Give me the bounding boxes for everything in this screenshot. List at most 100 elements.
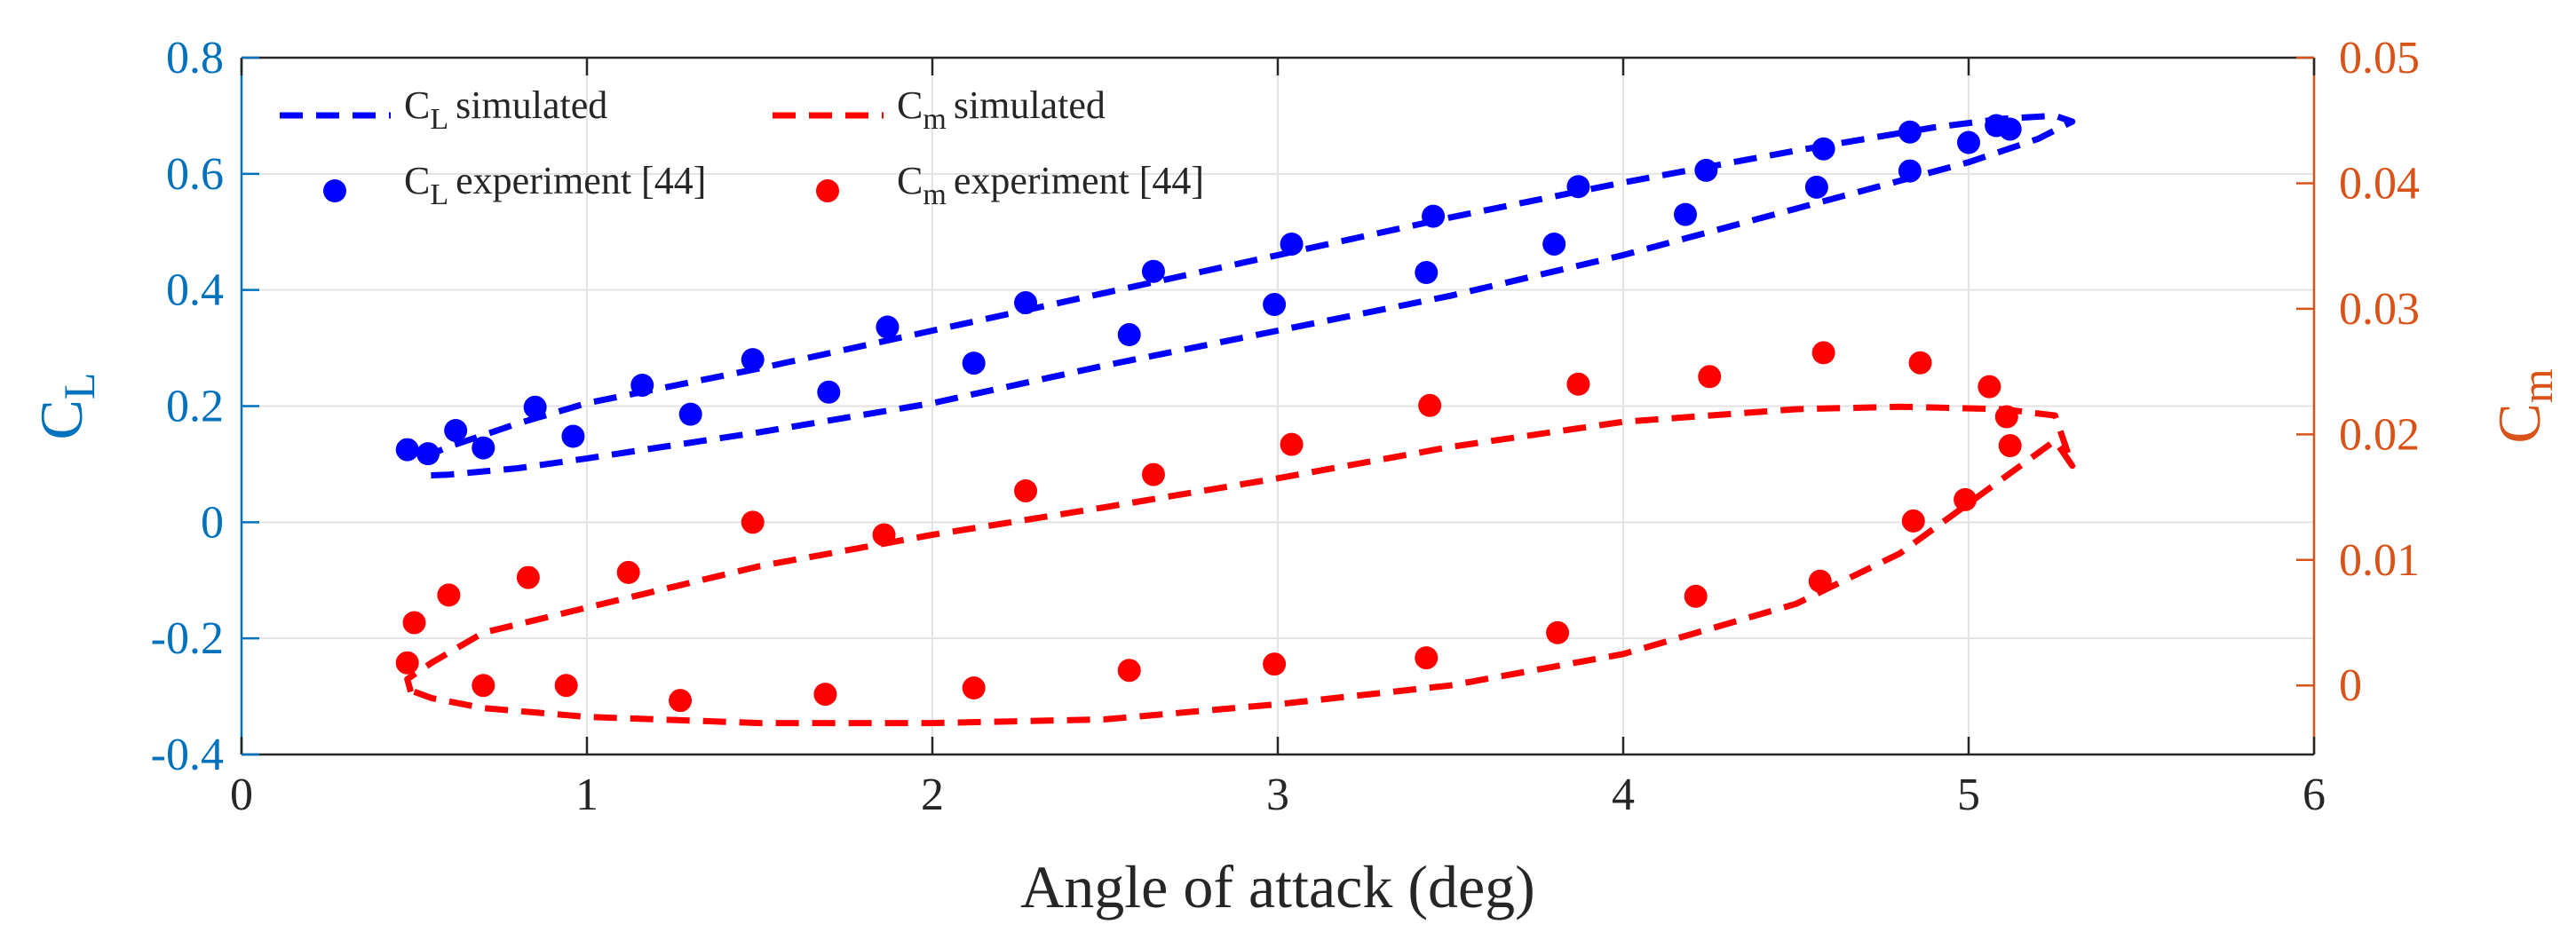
data-point [876,315,900,339]
data-point [817,380,841,404]
data-point [1014,478,1038,502]
data-point [554,674,578,698]
data-point [472,674,495,698]
x-tick-label: 3 [1266,770,1289,820]
y-left-axis-title-sub: L [54,373,104,400]
data-point [616,560,640,584]
data-point [395,438,419,462]
y-left-tick-label: 0.4 [166,265,224,316]
x-tick-label: 1 [575,770,598,820]
data-point [1978,375,2001,399]
legend-label-rest: simulated [954,83,1106,127]
y-right-tick-label: 0 [2339,660,2362,711]
data-point [1141,462,1165,486]
legend-label-rest: simulated [456,83,607,127]
data-point [1117,323,1141,347]
y-right-tick-label: 0.04 [2339,158,2420,209]
data-point [1811,341,1835,365]
legend-marker-sample [816,179,839,202]
legend-label: Cm simulated [897,83,1106,136]
data-point [1898,120,1922,144]
y-left-axis-title: CL [28,373,104,440]
y-left-tick-label: 0.6 [166,149,224,200]
data-point [1422,204,1446,228]
data-point [1898,159,1922,183]
legend-label-main: C [404,159,430,202]
data-point [1263,652,1287,676]
data-point [1117,659,1141,683]
y-left-axis-title-main: C [28,399,95,439]
series-layer [395,112,2076,727]
y-right-axis-title-main: C [2485,403,2553,443]
data-point [1415,261,1439,285]
data-point [1546,620,1570,644]
data-point [1998,117,2022,141]
data-point [741,348,765,372]
data-point [1566,175,1590,199]
y-right-axis-title-text: Cm [2485,368,2562,443]
y-left-tick-label: -0.4 [151,730,224,780]
y-left-tick-label: 0.2 [166,382,224,432]
data-point [1808,569,1832,593]
data-point [1418,393,1442,417]
data-point [1804,175,1828,199]
data-point [1415,646,1439,670]
data-point [1280,232,1304,256]
y-right-tick-label: 0.02 [2339,409,2420,460]
data-point [1674,202,1698,226]
data-point [741,510,765,534]
y-right-tick-label: 0.03 [2339,284,2420,335]
data-point [516,565,540,589]
data-point [813,683,837,707]
x-tick-label: 6 [2303,770,2326,820]
data-point [416,442,440,466]
legend-label-sub: L [430,178,448,211]
legend-label-sub: m [923,178,946,211]
legend-label-main: C [404,83,430,127]
data-point [523,395,547,419]
legend-label: CL experiment [44] [404,159,706,211]
data-point [472,436,495,460]
y-right-tick-label: 0.01 [2339,535,2420,586]
y-left-tick-label: 0 [201,497,224,548]
data-point [1014,291,1038,315]
data-point [1263,293,1287,317]
legend-label: CL simulated [404,83,607,136]
data-point [678,402,702,426]
legend-label-sub: L [430,103,448,136]
x-tick-label: 4 [1612,770,1635,820]
data-point [962,352,986,375]
y-left-tick-label: -0.2 [151,613,224,664]
data-point [1694,158,1718,182]
y-left-axis-title-text: CL [28,373,104,440]
data-point [1566,372,1590,396]
legend-label-rest: experiment [44] [954,159,1204,202]
legend-label-rest: experiment [44] [456,159,706,202]
data-point [1141,259,1165,283]
axes-layer: 0 1 2 3 4 5 6 0.8 0.6 0.4 0.2 0 -0.2 -0.4 0.05 0.04 0.03… [28,33,2562,920]
y-right-axis-title-sub: m [2512,368,2562,403]
x-axis-title: Angle of attack (deg) [1020,853,1535,920]
data-point [1698,365,1722,389]
x-tick-label: 5 [1957,770,1980,820]
data-point [630,373,654,397]
data-point [1908,351,1932,375]
legend-marker-sample [323,179,346,202]
series-line-0 [419,112,2076,479]
series-line-2 [404,403,2076,727]
data-point [402,611,426,635]
data-point [1542,232,1566,256]
data-point [1811,137,1835,161]
data-point [437,583,461,607]
data-point [1901,509,1925,533]
legend-label: Cm experiment [44] [897,159,1204,211]
data-point [1280,432,1304,456]
data-point [1957,130,1980,154]
legend-label-sub: m [923,103,946,136]
data-point [444,418,468,442]
legend-label-main: C [897,83,923,127]
legend-label-main: C [897,159,923,202]
x-tick-label: 0 [230,770,253,820]
